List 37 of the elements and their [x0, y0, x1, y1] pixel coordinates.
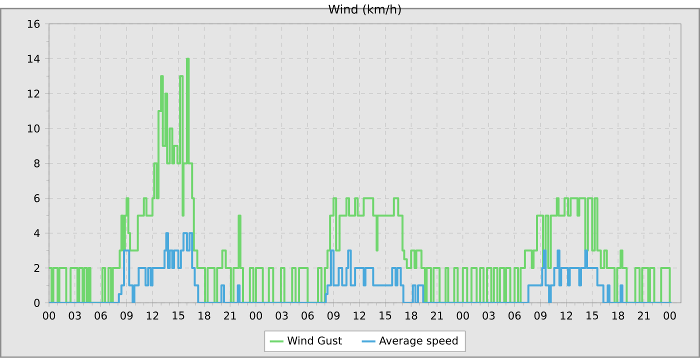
x-tick-label: 21 — [430, 312, 443, 320]
x-tick-label: 09 — [534, 312, 546, 320]
y-tick-label: 12 — [28, 90, 40, 98]
y-tick-label: 4 — [34, 229, 40, 238]
x-tick-label: 09 — [327, 312, 340, 320]
x-tick-label: 18 — [612, 312, 624, 320]
x-tick-label: 12 — [354, 312, 366, 320]
x-tick-label: 00 — [42, 312, 56, 320]
x-tick-label: 18 — [406, 312, 418, 320]
y-tick-label: 10 — [28, 124, 40, 133]
x-tick-label: 06 — [302, 312, 314, 320]
legend-label: Wind Gust — [288, 336, 342, 345]
x-tick-label: 06 — [94, 312, 107, 320]
x-tick-label: 21 — [638, 312, 650, 320]
x-tick-label: 18 — [198, 312, 210, 320]
x-tick-label: 03 — [68, 312, 81, 320]
legend-label: Average speed — [379, 336, 458, 347]
y-tick-label: 2 — [34, 264, 40, 272]
x-tick-label: 06 — [508, 312, 521, 320]
y-tick-label: 14 — [28, 54, 40, 63]
y-tick-label: 16 — [28, 20, 40, 28]
x-tick-label: 03 — [482, 312, 495, 320]
y-tick-label: 6 — [34, 194, 40, 202]
x-tick-label: 00 — [456, 312, 469, 320]
x-tick-label: 15 — [586, 312, 598, 320]
chart-title: Wind (km/h) — [328, 4, 401, 16]
x-tick-label: 00 — [664, 312, 676, 320]
x-tick-label: 15 — [380, 312, 392, 320]
x-tick-label: 12 — [560, 312, 572, 320]
y-tick-label: 8 — [34, 159, 40, 168]
x-tick-label: 09 — [120, 312, 133, 320]
y-tick-label: 0 — [34, 298, 40, 307]
x-tick-label: 03 — [276, 312, 288, 320]
x-tick-label: 00 — [250, 312, 262, 320]
x-tick-label: 15 — [172, 312, 184, 320]
x-tick-label: 21 — [224, 312, 236, 320]
x-tick-label: 12 — [146, 312, 158, 320]
